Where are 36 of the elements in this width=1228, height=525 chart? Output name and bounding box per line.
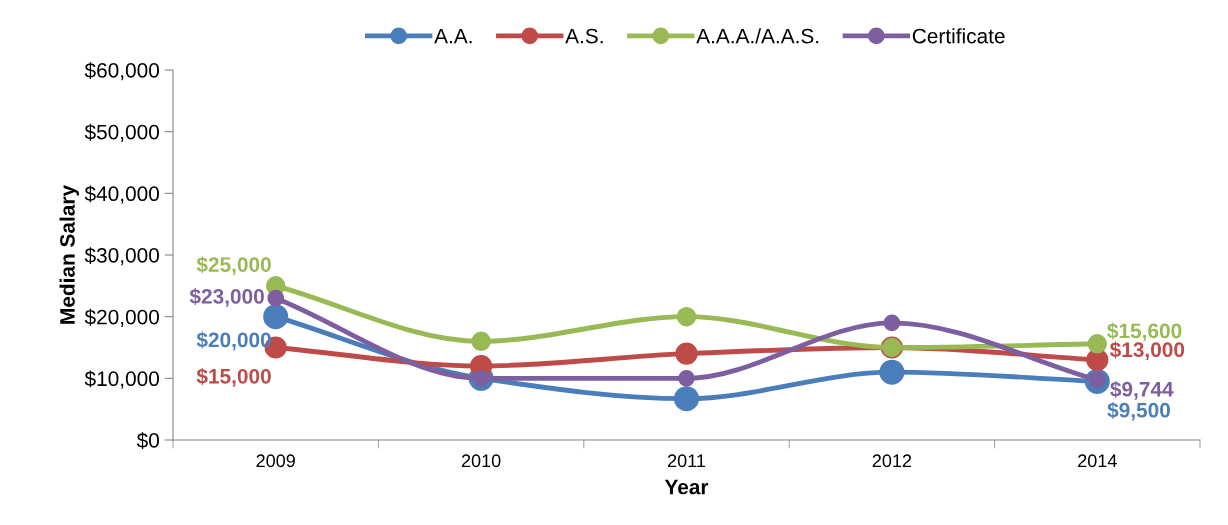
y-tick-label: $10,000 (84, 370, 159, 389)
legend-label: A.A.A./A.A.S. (696, 28, 819, 44)
y-tick-label: $40,000 (84, 185, 159, 204)
point (678, 369, 695, 387)
data-label: $15,000 (196, 367, 271, 387)
data-label: $23,000 (189, 288, 264, 307)
data-label: $25,000 (196, 256, 271, 275)
point (471, 331, 491, 352)
data-label: $13,000 (1109, 341, 1185, 361)
point (676, 306, 697, 327)
point (883, 314, 901, 332)
point (267, 289, 285, 307)
y-tick-label: $20,000 (84, 308, 159, 327)
x-tick-label: 2011 (667, 454, 706, 468)
data-label: $15,600 (1107, 322, 1182, 342)
point (1087, 334, 1108, 354)
data-label: $9,500 (1107, 401, 1170, 421)
point (263, 304, 289, 330)
x-tick-label: 2009 (256, 454, 295, 468)
x-tick-label: 2012 (872, 454, 912, 468)
legend-label: Certificate (912, 28, 1005, 44)
y-tick-label: $50,000 (84, 123, 159, 142)
point (879, 359, 905, 385)
point (675, 342, 698, 365)
y-tick-label: $30,000 (84, 247, 159, 266)
y-tick-label: $0 (136, 432, 159, 449)
x-axis-title: Year (664, 479, 709, 495)
point (673, 386, 700, 412)
x-tick-label: 2010 (461, 454, 501, 468)
data-label: $20,000 (196, 331, 271, 351)
legend-label: A.A. (434, 28, 472, 44)
y-axis-title: Median Salary (59, 185, 79, 324)
legend-label: A.S. (565, 28, 603, 44)
x-tick-label: 2014 (1078, 454, 1117, 468)
data-label: $9,744 (1110, 380, 1174, 400)
y-tick-label: $60,000 (84, 62, 159, 81)
